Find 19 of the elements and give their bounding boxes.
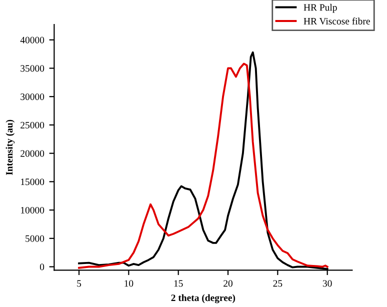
x-tick-label: 15 [174, 280, 183, 287]
x-tick-label: 30 [322, 280, 332, 287]
y-tick-label: 20000 [20, 150, 44, 157]
y-axis-title: Intensity (au) [6, 120, 15, 175]
y-tick-label: 40000 [20, 36, 44, 44]
x-tick-label: 5 [77, 280, 82, 287]
legend-label: HR Viscose fibre [304, 18, 370, 25]
x-tick-label: 25 [273, 280, 282, 287]
y-tick-label: 0 [40, 264, 44, 270]
y-tick-label: 30000 [20, 94, 44, 100]
y-tick-label: 15000 [21, 178, 44, 186]
y-tick-label: 25000 [20, 122, 44, 128]
legend-label: HR Pulp [304, 4, 337, 13]
y-tick-label: 35000 [20, 65, 44, 72]
y-tick-label: 10000 [21, 206, 44, 214]
y-tick-label: 5000 [26, 235, 44, 242]
x-axis-title: 2 theta (degree) [171, 294, 236, 304]
x-tick-label: 10 [124, 280, 134, 287]
x-tick-label: 20 [224, 280, 232, 287]
